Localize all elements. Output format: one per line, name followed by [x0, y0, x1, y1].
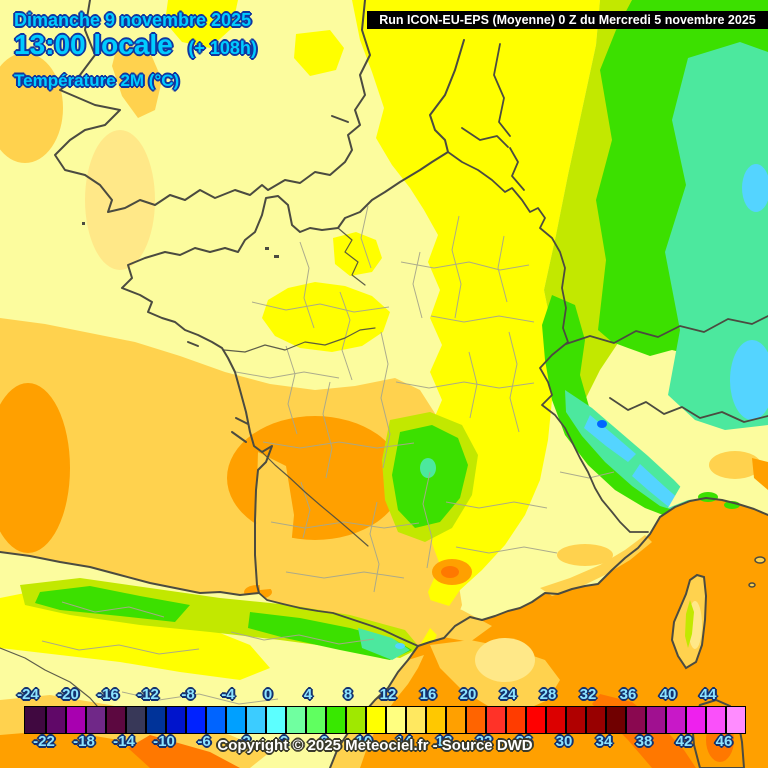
scale-tick-label: -12 — [137, 686, 159, 703]
scale-tick-label: -18 — [73, 733, 95, 750]
scale-tick-label: 32 — [579, 686, 597, 703]
scale-cell — [625, 707, 645, 733]
department-boundaries — [41, 205, 615, 705]
scale-tick-label: 38 — [635, 733, 653, 750]
scale-tick-label: 12 — [379, 686, 397, 703]
scale-cell — [165, 707, 185, 733]
scale-top-labels: -24 -20 -16 -12 -8 -4 0 4 8 12 16 20 24 28 32 36 40 44 — [0, 686, 768, 703]
scale-tick-label: 18 — [435, 733, 453, 750]
scale-cell — [585, 707, 605, 733]
scale-cell — [425, 707, 445, 733]
scale-cell — [405, 707, 425, 733]
scale-cell — [465, 707, 485, 733]
forecast-date-label: Dimanche 9 novembre 2025 — [14, 10, 252, 30]
scale-tick-label: -4 — [221, 686, 235, 703]
scale-tick-label: 16 — [419, 686, 437, 703]
copyright-notice: Copyright © 2025 Meteociel.fr - Source D… — [217, 737, 533, 754]
scale-cell — [145, 707, 165, 733]
temperature-color-scale — [24, 706, 746, 734]
scale-cell — [185, 707, 205, 733]
scale-cell — [525, 707, 545, 733]
scale-tick-label: 44 — [699, 686, 717, 703]
scale-tick-label: -2 — [237, 733, 251, 750]
scale-cell — [85, 707, 105, 733]
scale-tick-label: 0 — [263, 686, 273, 703]
scale-tick-label: 26 — [515, 733, 533, 750]
scale-tick-label: -16 — [97, 686, 119, 703]
scale-cell — [365, 707, 385, 733]
scale-tick-label: -20 — [57, 686, 79, 703]
scale-tick-label: -22 — [33, 733, 55, 750]
scale-cell — [725, 707, 745, 733]
scale-cell — [385, 707, 405, 733]
scale-bottom-labels: -22 -18 -14 -10 -6 -2 2 6 10 14 18 22 26 30 34 38 42 46 — [0, 733, 768, 750]
scale-tick-label: 34 — [595, 733, 613, 750]
scale-tick-label: 2 — [279, 733, 289, 750]
scale-cell — [505, 707, 525, 733]
forecast-hour-offset: (+ 108h) — [188, 38, 257, 58]
scale-cell — [245, 707, 265, 733]
scale-cell — [45, 707, 65, 733]
scale-cell — [325, 707, 345, 733]
scale-tick-label: 14 — [395, 733, 413, 750]
scale-cell — [485, 707, 505, 733]
scale-cell — [605, 707, 625, 733]
scale-tick-label: 42 — [675, 733, 693, 750]
scale-tick-label: 40 — [659, 686, 677, 703]
scale-tick-label: 22 — [475, 733, 493, 750]
scale-tick-label: 20 — [459, 686, 477, 703]
scale-tick-label: -10 — [153, 733, 175, 750]
scale-tick-label: -24 — [17, 686, 39, 703]
scale-tick-label: 30 — [555, 733, 573, 750]
scale-tick-label: 6 — [319, 733, 329, 750]
scale-cell — [225, 707, 245, 733]
scale-cell — [265, 707, 285, 733]
scale-cell — [345, 707, 365, 733]
scale-cell — [685, 707, 705, 733]
scale-tick-label: 10 — [355, 733, 373, 750]
scale-tick-label: 46 — [715, 733, 733, 750]
scale-cell — [125, 707, 145, 733]
scale-tick-label: 24 — [499, 686, 517, 703]
scale-cell — [25, 707, 45, 733]
scale-cell — [665, 707, 685, 733]
model-run-banner: Run ICON-EU-EPS (Moyenne) 0 Z du Mercred… — [367, 11, 768, 29]
scale-tick-label: 36 — [619, 686, 637, 703]
scale-cell — [65, 707, 85, 733]
local-time: 13:00 locale — [14, 29, 173, 60]
scale-tick-label: 28 — [539, 686, 557, 703]
scale-cell — [205, 707, 225, 733]
scale-tick-label: -6 — [197, 733, 211, 750]
parameter-label: Température 2M (°C) — [14, 71, 180, 90]
scale-tick-label: -14 — [113, 733, 135, 750]
scale-cell — [285, 707, 305, 733]
scale-tick-label: 4 — [303, 686, 313, 703]
scale-tick-label: 8 — [343, 686, 353, 703]
scale-cell — [645, 707, 665, 733]
scale-cell — [105, 707, 125, 733]
scale-cell — [545, 707, 565, 733]
forecast-time-label: 13:00 locale (+ 108h) — [14, 29, 257, 61]
scale-cell — [705, 707, 725, 733]
scale-cell — [445, 707, 465, 733]
scale-tick-label: -8 — [181, 686, 195, 703]
scale-cell — [565, 707, 585, 733]
scale-cell — [305, 707, 325, 733]
